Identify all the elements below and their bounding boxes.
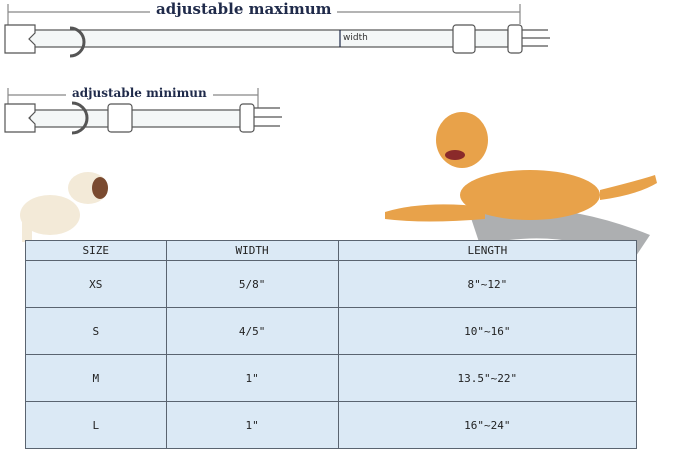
cell-length: 10"~16" xyxy=(337,307,638,355)
cell-length: 16"~24" xyxy=(337,401,638,449)
size-table: SIZE WIDTH LENGTH XS 5/8" 8"~12" S 4/5" … xyxy=(25,240,638,449)
cell-width: 4/5" xyxy=(165,307,339,355)
cell-size: XS xyxy=(25,260,167,308)
header-size: SIZE xyxy=(25,240,167,261)
cell-size: S xyxy=(25,307,167,355)
table-row: M 1" 13.5"~22" xyxy=(25,354,638,402)
cell-length: 8"~12" xyxy=(337,260,638,308)
cell-size: L xyxy=(25,401,167,449)
max-collar xyxy=(4,4,550,58)
min-collar xyxy=(4,88,282,135)
width-label: width xyxy=(343,33,368,43)
header-width: WIDTH xyxy=(165,240,339,261)
cell-size: M xyxy=(25,354,167,402)
cell-width: 1" xyxy=(165,401,339,449)
table-row: S 4/5" 10"~16" xyxy=(25,307,638,355)
puppy-illustration xyxy=(20,172,108,242)
table-row: XS 5/8" 8"~12" xyxy=(25,260,638,308)
adjustable-minimum-label: adjustable minimun xyxy=(66,86,213,100)
table-header-row: SIZE WIDTH LENGTH xyxy=(25,240,638,261)
cell-length: 13.5"~22" xyxy=(337,354,638,402)
table-row: L 1" 16"~24" xyxy=(25,401,638,449)
cell-width: 1" xyxy=(165,354,339,402)
adjustable-maximum-label: adjustable maximum xyxy=(150,0,338,18)
header-length: LENGTH xyxy=(337,240,638,261)
cell-width: 5/8" xyxy=(165,260,339,308)
